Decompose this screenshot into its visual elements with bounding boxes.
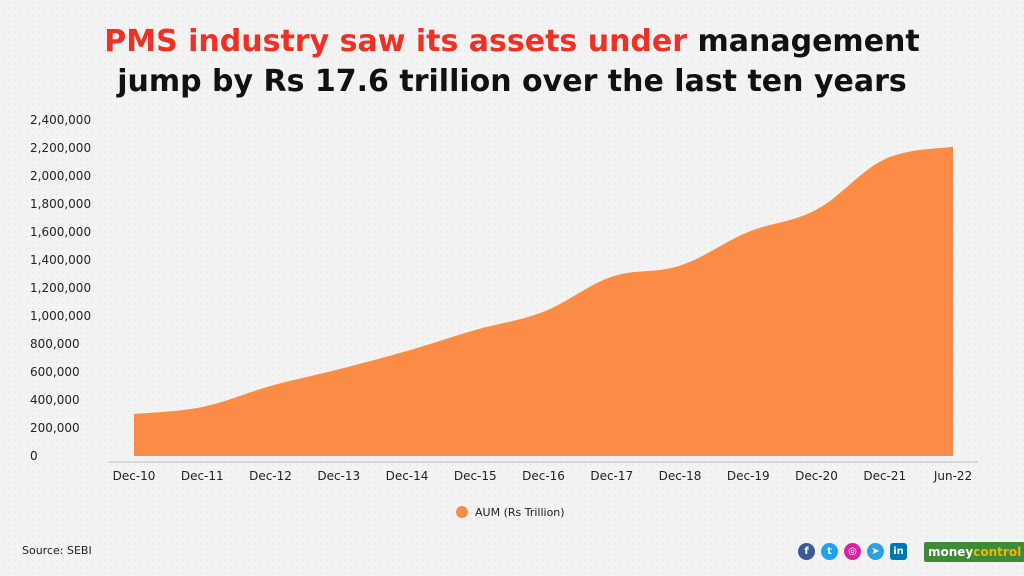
- y-tick-label: 800,000: [30, 337, 80, 351]
- y-tick-label: 2,200,000: [30, 141, 91, 155]
- y-tick-label: 1,600,000: [30, 225, 91, 239]
- legend-label: AUM (Rs Trillion): [475, 506, 565, 519]
- x-tick-label: Dec-14: [386, 469, 429, 483]
- y-tick-label: 0: [30, 449, 38, 463]
- y-tick-label: 600,000: [30, 365, 80, 379]
- y-tick-label: 1,400,000: [30, 253, 91, 267]
- title-line-1: PMS industry saw its assets under manage…: [0, 22, 1024, 62]
- x-tick-label: Dec-10: [113, 469, 156, 483]
- legend-marker: [456, 506, 468, 518]
- facebook-icon[interactable]: f: [798, 543, 815, 560]
- brand-logo[interactable]: moneycontrol: [924, 542, 1024, 562]
- y-tick-label: 400,000: [30, 393, 80, 407]
- x-tick-label: Dec-17: [590, 469, 633, 483]
- x-tick-label: Dec-13: [317, 469, 360, 483]
- x-tick-label: Dec-20: [795, 469, 838, 483]
- x-tick-label: Dec-19: [727, 469, 770, 483]
- y-tick-label: 200,000: [30, 421, 80, 435]
- title-line-2: jump by Rs 17.6 trillion over the last t…: [117, 64, 907, 99]
- instagram-icon[interactable]: ◎: [844, 543, 861, 560]
- x-tick-label: Dec-21: [863, 469, 906, 483]
- x-tick-label: Dec-12: [249, 469, 292, 483]
- aum-area: [134, 146, 953, 456]
- y-tick-label: 1,200,000: [30, 281, 91, 295]
- brand-part-2: control: [973, 545, 1022, 559]
- y-tick-label: 2,400,000: [30, 113, 91, 127]
- y-tick-label: 1,000,000: [30, 309, 91, 323]
- telegram-icon[interactable]: ➤: [867, 543, 884, 560]
- chart-title: PMS industry saw its assets under manage…: [0, 22, 1024, 102]
- title-highlight: PMS industry saw its assets under: [104, 24, 688, 59]
- x-tick-label: Dec-11: [181, 469, 224, 483]
- social-icons: f t ◎ ➤ in: [798, 543, 907, 560]
- title-rest: management: [687, 24, 920, 59]
- linkedin-icon[interactable]: in: [890, 543, 907, 560]
- y-tick-label: 2,000,000: [30, 169, 91, 183]
- source-note: Source: SEBI: [22, 544, 92, 557]
- x-tick-label: Dec-18: [659, 469, 702, 483]
- twitter-icon[interactable]: t: [821, 543, 838, 560]
- x-tick-label: Jun-22: [933, 469, 972, 483]
- y-tick-label: 1,800,000: [30, 197, 91, 211]
- x-tick-label: Dec-16: [522, 469, 565, 483]
- brand-part-1: money: [928, 545, 974, 559]
- x-tick-label: Dec-15: [454, 469, 497, 483]
